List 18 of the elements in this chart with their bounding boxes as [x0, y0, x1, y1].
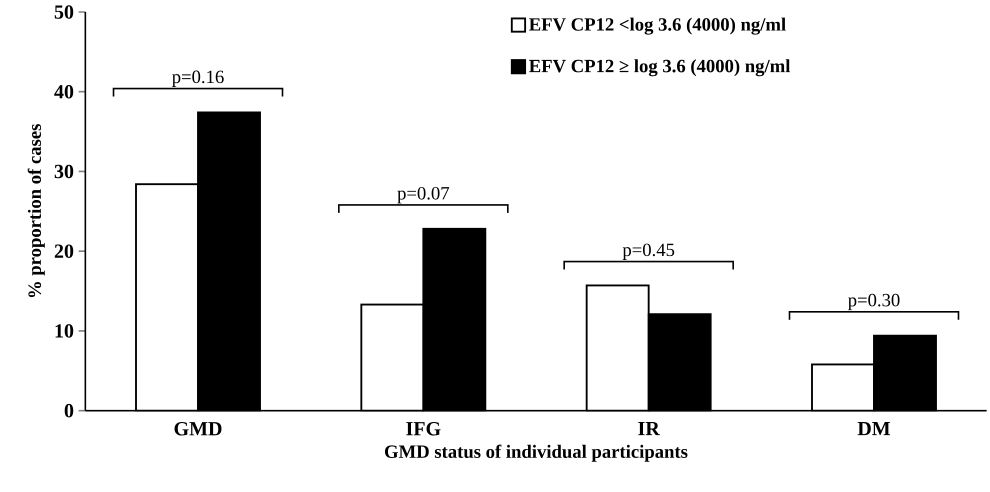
y-tick-label: 50	[54, 5, 74, 19]
y-tick-label: 30	[54, 164, 74, 178]
annotation: p=0.30	[848, 294, 900, 310]
x-tick-label: DM	[858, 422, 890, 436]
annotation: p=0.16	[172, 70, 224, 87]
legend-label: EFV CP12 ≥ log 3.6 (4000) ng/ml	[529, 59, 790, 76]
annotation: p=0.45	[622, 244, 674, 260]
y-tick-label: 0	[64, 404, 74, 418]
x-tick-label: IR	[638, 422, 660, 436]
y-tick-label: 40	[54, 84, 74, 98]
y-axis-title: % proportion of cases	[28, 124, 45, 298]
x-axis-title: GMD status of individual participants	[384, 444, 688, 462]
y-tick-label: 20	[54, 244, 74, 258]
legend-label: EFV CP12 <log 3.6 (4000) ng/ml	[529, 18, 786, 35]
x-tick-label: IFG	[406, 422, 441, 436]
y-tick-label: 10	[56, 324, 74, 338]
annotation: p=0.07	[397, 186, 450, 204]
x-tick-label: GMD	[174, 422, 222, 436]
